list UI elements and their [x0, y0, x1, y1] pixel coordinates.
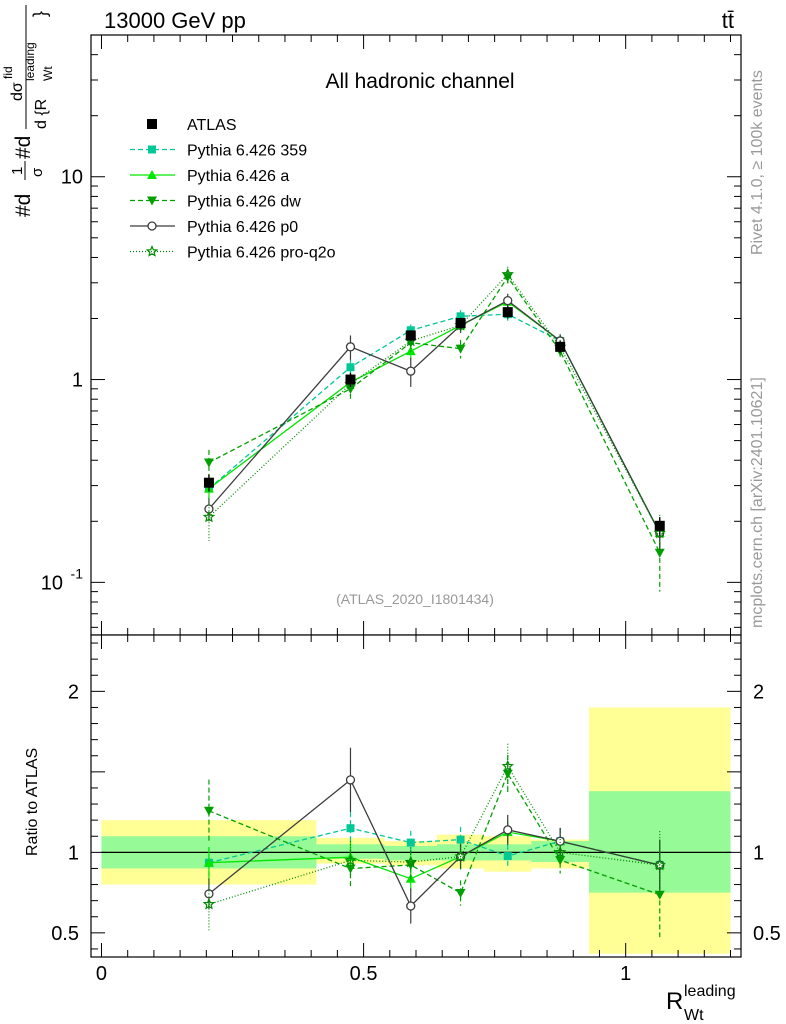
- legend-marker-atlas: [147, 119, 157, 129]
- atlas-point: [455, 318, 466, 329]
- ylabel-frac2-den: d {R: [33, 99, 50, 129]
- xlabel-sub: Wt: [684, 1007, 704, 1024]
- source-label: mcplots.cern.ch [arXiv:2401.10621]: [749, 377, 766, 628]
- main-y-tick-label: 10: [61, 167, 83, 189]
- ratio-point-pdw: [203, 806, 214, 816]
- ratio-point-p359: [346, 824, 355, 833]
- ylabel-frac1-num: 1: [9, 167, 26, 175]
- legend-entry-pq2o: Pythia 6.426 pro-q2o: [130, 245, 336, 262]
- rivet-version-label: Rivet 4.1.0, ≥ 100k events: [749, 70, 766, 255]
- point-p359: [456, 312, 465, 321]
- ratio-point-pp0: [406, 901, 416, 911]
- ratio-plot-frame: [90, 634, 742, 958]
- ylabel-frac2-den-sub: Wt: [41, 66, 55, 81]
- legend-entry-p359: Pythia 6.426 359: [130, 143, 307, 160]
- atlas-point: [555, 341, 566, 352]
- ratio-plot-panel: 0 0.5 1 2 2 1 1 0.5 0.5: [51, 634, 781, 985]
- ratio-point-pq2o: [501, 759, 514, 772]
- ratio-point-pq2o: [404, 855, 417, 868]
- ylabel-frac2-num-sup: fid: [1, 66, 15, 79]
- legend-marker-pp0: [147, 221, 157, 231]
- x-tick-label: 0: [96, 963, 107, 985]
- main-ylabel: #d 1 σ #d dσ fid d {R Wt leading }: [1, 5, 55, 217]
- main-plot-background: [91, 35, 741, 635]
- main-y-tick-label: 10: [41, 572, 63, 594]
- legend-label-atlas: ATLAS: [187, 117, 237, 134]
- main-y-tick-label-exp: -1: [71, 565, 84, 581]
- legend-entry-pp0: Pythia 6.426 p0: [130, 219, 298, 236]
- legend-label-p359: Pythia 6.426 359: [187, 143, 307, 160]
- legend-marker-p359: [148, 145, 156, 154]
- analysis-label: (ATLAS_2020_I1801434): [336, 591, 494, 607]
- main-plot-panel: All hadronic channel (ATLAS_2020_I180143…: [41, 34, 742, 636]
- ratio-point-pp0: [555, 836, 565, 846]
- ratio-y-tick-label-right: 2: [753, 681, 764, 703]
- point-pp0: [345, 342, 356, 352]
- atlas-point: [405, 330, 416, 341]
- ylabel-frac2-num: dσ: [9, 82, 26, 101]
- xlabel-main: R: [666, 988, 683, 1015]
- ratio-point-pp0: [503, 825, 513, 835]
- atlas-point: [203, 477, 214, 488]
- ratio-y-tick-label: 2: [68, 681, 79, 703]
- xlabel: R Wt leading: [666, 983, 736, 1024]
- ratio-point-p359: [456, 835, 465, 844]
- ylabel-close: }: [30, 11, 50, 17]
- atlas-point: [502, 307, 513, 318]
- ratio-ylabel: Ratio to ATLAS: [24, 748, 41, 856]
- ratio-point-p359: [406, 838, 415, 847]
- point-pdw: [203, 458, 214, 468]
- point-pdw: [654, 548, 665, 558]
- ratio-y-tick-label: 0.5: [51, 923, 79, 945]
- point-pq2o: [501, 267, 514, 280]
- point-p359: [346, 363, 355, 372]
- ratio-point-pp0: [345, 775, 356, 785]
- ratio-point-pdw: [654, 890, 665, 900]
- point-pdw: [455, 344, 466, 354]
- ratio-y-tick-label: 1: [68, 842, 79, 864]
- ratio-point-pq2o: [653, 858, 666, 871]
- ratio-point-pq2o: [553, 845, 567, 858]
- legend-label-pq2o: Pythia 6.426 pro-q2o: [187, 245, 336, 262]
- legend-marker-pq2o: [145, 244, 159, 257]
- legend: ATLAS Pythia 6.426 359 Pythia 6.426 a Pythi…: [130, 117, 336, 262]
- ylabel-frac1-den: σ: [29, 167, 46, 177]
- ratio-point-pq2o: [344, 853, 357, 866]
- ratio-point-pq2o: [454, 850, 467, 862]
- point-pp0: [406, 366, 416, 376]
- energy-label: 13000 GeV pp: [104, 8, 246, 33]
- point-pq2o: [202, 510, 216, 523]
- legend-entry-atlas: ATLAS: [147, 117, 237, 134]
- chart-title: All hadronic channel: [325, 70, 514, 93]
- ylabel-mid: #d: [12, 136, 35, 159]
- xlabel-sup: leading: [684, 983, 736, 1000]
- legend-label-pdw: Pythia 6.426 dw: [187, 194, 301, 211]
- main-y-tick-label: 1: [72, 370, 83, 392]
- atlas-point: [345, 374, 356, 385]
- legend-entry-pa: Pythia 6.426 a: [130, 168, 289, 185]
- legend-entry-pdw: Pythia 6.426 dw: [130, 194, 301, 211]
- ratio-y-tick-label-right: 1: [753, 842, 764, 864]
- ratio-point-p359: [503, 852, 512, 861]
- legend-label-pa: Pythia 6.426 a: [187, 168, 289, 185]
- ratio-plot-content: [101, 707, 731, 954]
- x-tick-label: 1: [620, 963, 631, 985]
- point-pp0: [503, 295, 513, 306]
- legend-marker-pdw: [147, 196, 157, 206]
- ratio-axes: 0 0.5 1 2 2 1 1 0.5 0.5: [51, 635, 781, 985]
- atlas-point: [654, 520, 665, 531]
- ratio-point-pq2o: [202, 897, 216, 910]
- x-tick-label: 0.5: [350, 963, 378, 985]
- process-label: tt̄: [722, 8, 734, 33]
- ylabel-prefix: #d: [12, 194, 35, 217]
- legend-marker-pa: [147, 170, 157, 179]
- main-plot-content: [202, 266, 666, 592]
- ratio-y-tick-label-right: 0.5: [753, 923, 781, 945]
- ylabel-frac2-den-sup: leading: [23, 42, 37, 81]
- ratio-point-pa: [203, 857, 214, 867]
- ratio-point-pdw: [455, 889, 466, 899]
- legend-label-pp0: Pythia 6.426 p0: [187, 219, 298, 236]
